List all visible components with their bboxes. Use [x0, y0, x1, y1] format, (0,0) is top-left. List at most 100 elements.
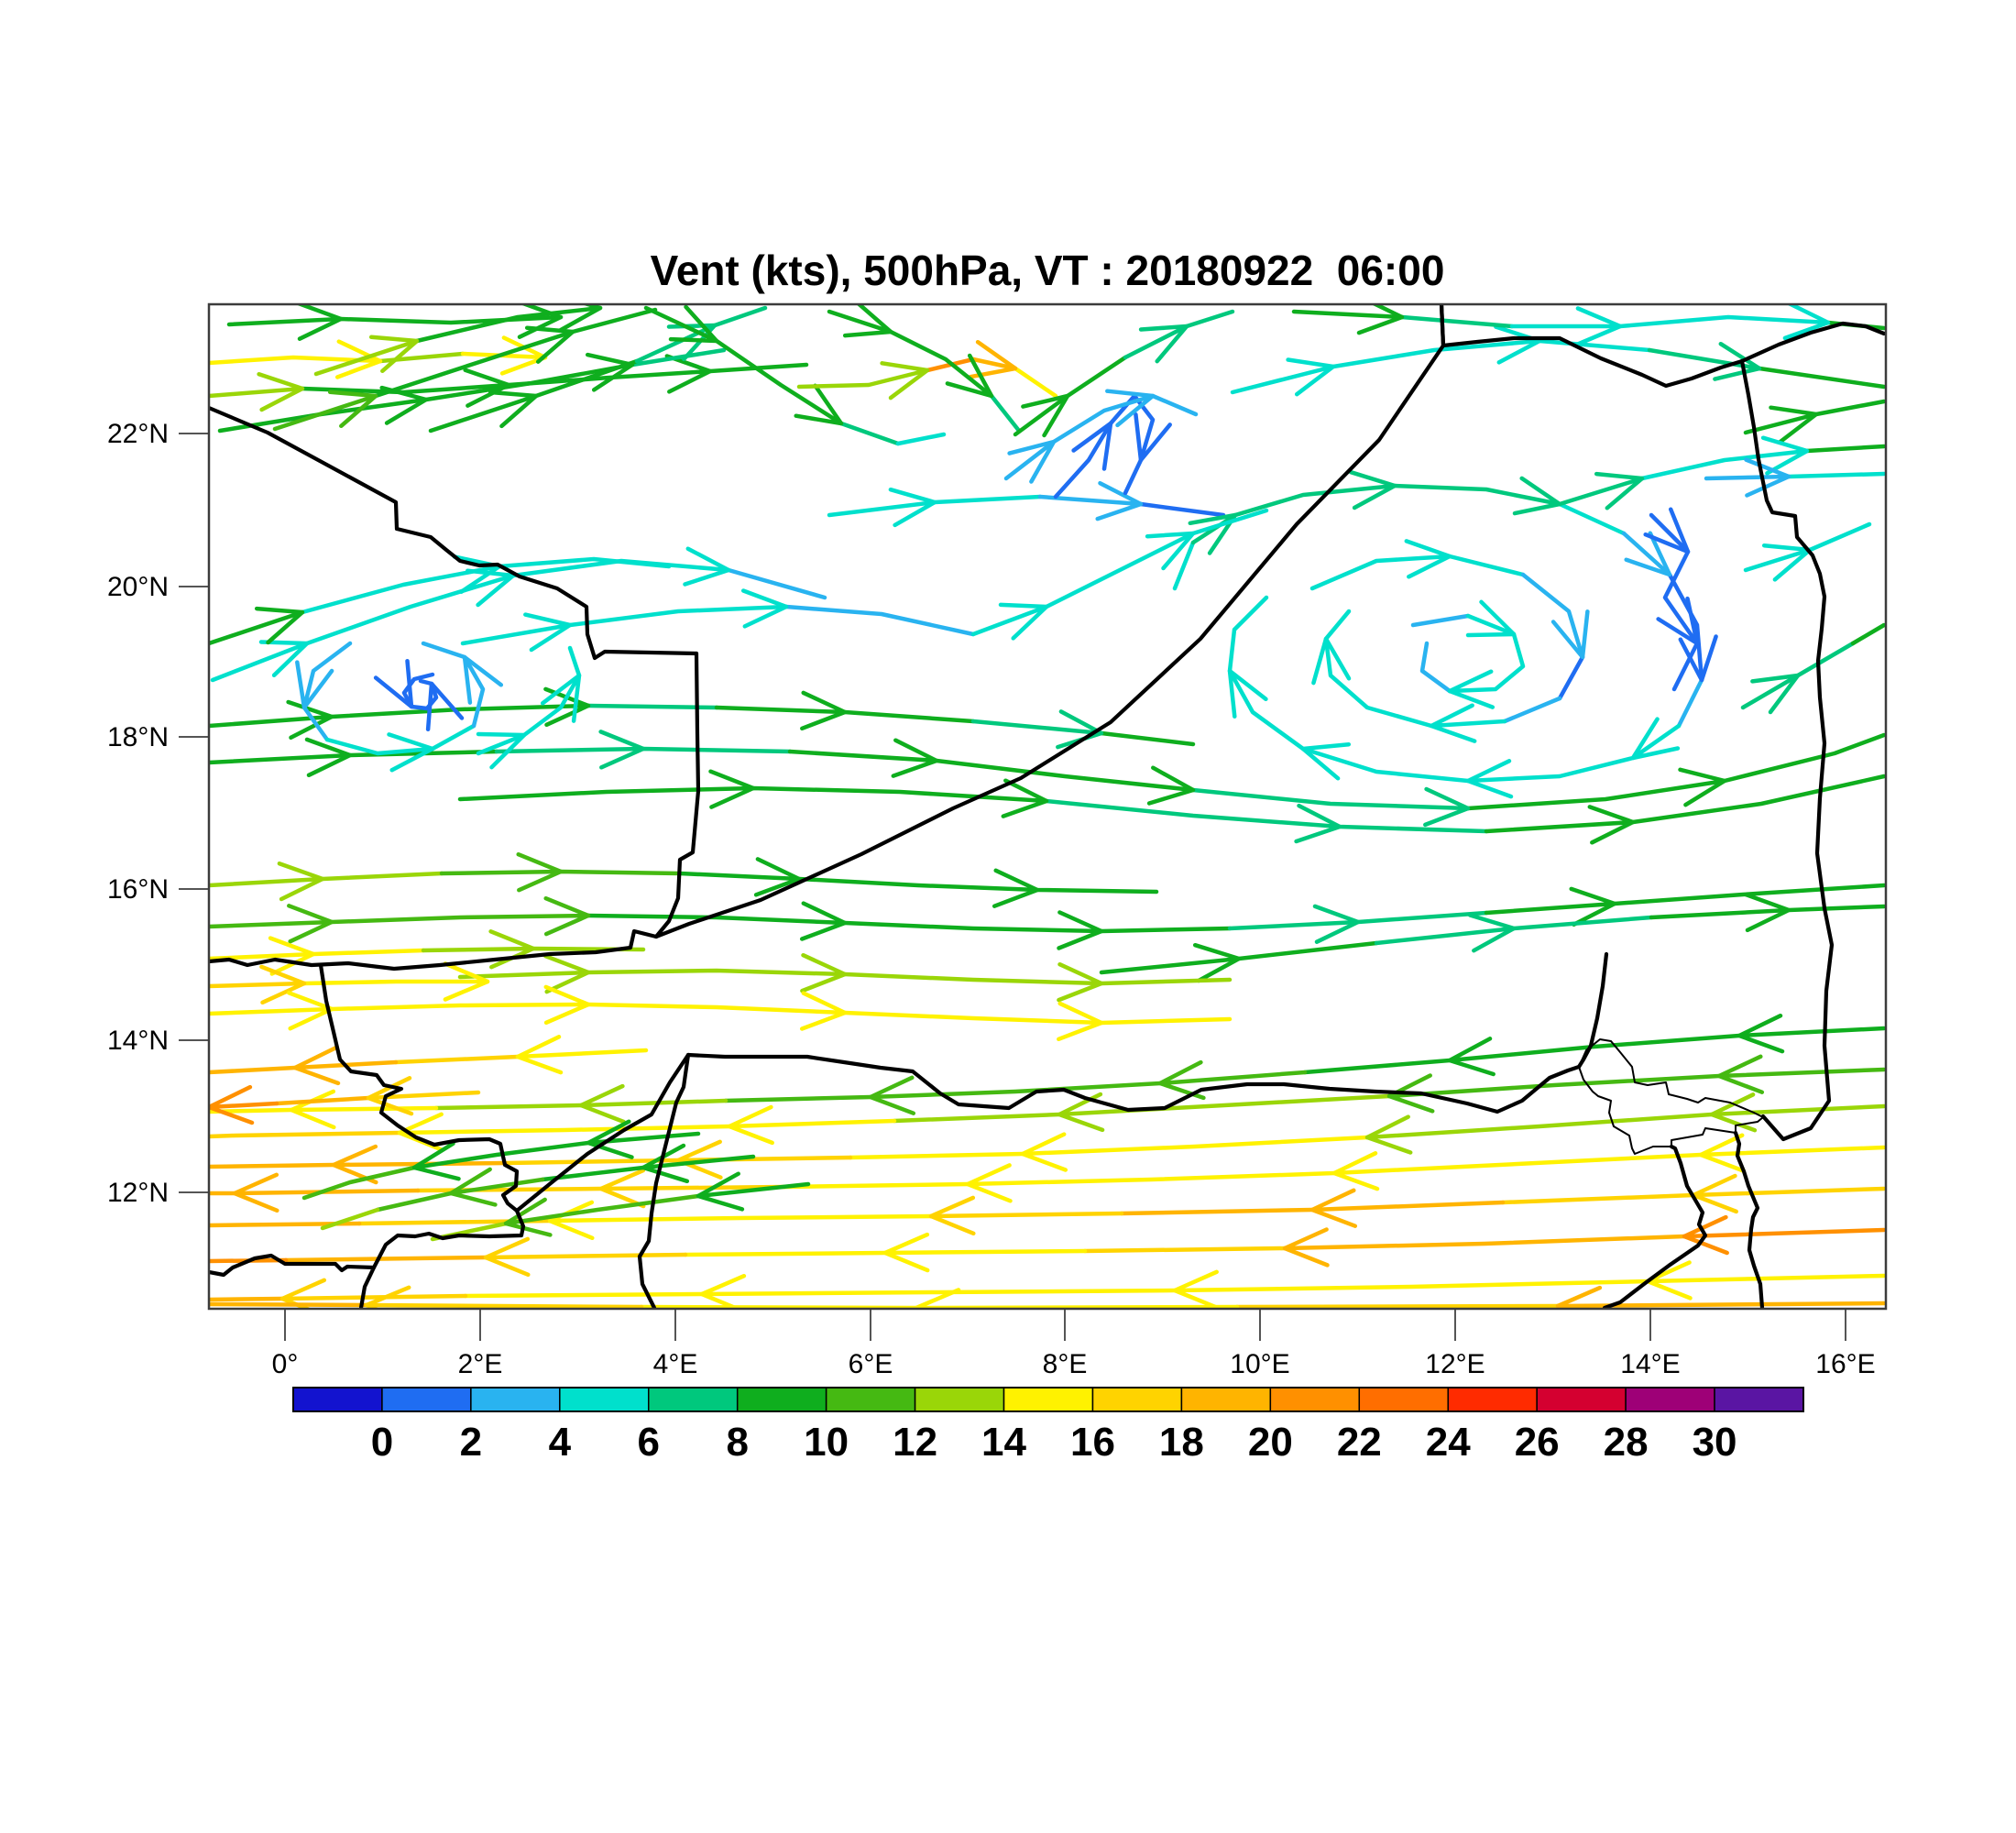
streamline-arrowhead — [880, 361, 930, 401]
wind-streamline — [1291, 304, 1886, 346]
country-border — [318, 962, 437, 1147]
wind-streamline — [209, 1035, 649, 1086]
streamline-arrowhead — [483, 1236, 531, 1278]
streamline-arrowhead — [1743, 892, 1791, 933]
streamline-arrowhead — [558, 304, 603, 333]
lon-tick-label: 6°E — [849, 1349, 893, 1379]
streamline-arrowhead — [1494, 324, 1542, 365]
streamline-arrowhead — [1192, 942, 1242, 983]
lon-tick-label: 12°E — [1425, 1349, 1485, 1379]
streamline-arrowhead — [1105, 389, 1156, 428]
streamline-arrowhead — [888, 487, 937, 528]
wind-streamline — [313, 304, 603, 377]
colorbar-tick-label: 8 — [726, 1420, 748, 1465]
colorbar-tick-label: 14 — [981, 1420, 1026, 1465]
streamline-arrowhead — [331, 1144, 378, 1185]
country-border — [1576, 951, 1609, 1070]
wind-streamline — [1309, 539, 1590, 743]
map-frame — [207, 302, 1888, 1311]
streamline-arrowhead — [1716, 1054, 1765, 1094]
streamline-arrowhead — [287, 991, 334, 1031]
country-border — [209, 928, 659, 971]
wind-streamline — [1740, 622, 1886, 715]
streamline-arrowhead — [503, 1197, 553, 1237]
streamline-arrowhead — [868, 1075, 916, 1115]
streamline-arrowhead — [800, 690, 848, 731]
streamline-arrowhead — [683, 546, 731, 587]
wind-streamline — [209, 961, 490, 1005]
colorbar-cell — [1180, 1387, 1272, 1412]
wind-streamline — [209, 354, 809, 412]
wind-streamline — [1743, 399, 1886, 445]
streamline-arrowhead — [965, 1163, 1013, 1203]
streamline-arrowhead — [882, 1232, 930, 1273]
streamline-arrowhead — [259, 964, 307, 1005]
wind-streamline — [460, 588, 976, 653]
streamline-arrowhead — [696, 1171, 745, 1212]
colorbar-cell — [1091, 1387, 1183, 1412]
streamline-arrowhead — [1057, 961, 1104, 1003]
wind-streamline — [457, 952, 1233, 1003]
streamline-arrowhead — [1465, 759, 1514, 799]
colorbar-tick-label: 10 — [804, 1420, 849, 1465]
streamline-arrowhead — [1095, 480, 1144, 521]
streamline-arrowhead — [379, 385, 429, 425]
colorbar-cell — [1714, 1387, 1804, 1412]
colorbar-cell — [1625, 1387, 1715, 1412]
wind-streamline — [320, 1143, 756, 1231]
streamline-arrowhead — [928, 1195, 976, 1236]
streamline-arrowhead — [1630, 717, 1681, 761]
streamline-arrowhead — [794, 383, 844, 426]
country-border — [209, 1253, 377, 1309]
lon-tick-label: 2°E — [458, 1349, 503, 1379]
colorbar-cell — [736, 1387, 827, 1412]
country-border — [637, 1052, 691, 1309]
streamline-arrowhead — [1007, 439, 1057, 484]
colorbar-cell — [381, 1387, 472, 1412]
wind-streamline — [209, 686, 1196, 750]
streamline-arrowhead — [1760, 435, 1810, 476]
streamline-arrowhead — [1737, 1013, 1785, 1054]
colorbar-cell — [1536, 1387, 1627, 1412]
wind-streamline — [457, 769, 1886, 845]
colorbar-tick-label: 28 — [1604, 1420, 1649, 1465]
streamline-arrowhead — [547, 1200, 595, 1241]
streamline-arrowhead — [476, 731, 527, 770]
colorbar-tick-label: 20 — [1248, 1420, 1293, 1465]
streamline-arrowhead — [516, 851, 564, 893]
country-border — [1733, 1130, 1765, 1309]
streamline-arrowhead — [800, 952, 848, 993]
streamline-arrowhead — [1678, 767, 1727, 807]
streamline-arrowhead — [1172, 1269, 1220, 1309]
streamline-arrowhead — [296, 304, 344, 341]
lat-tick-label: 14°N — [107, 1026, 169, 1056]
streamline-arrowhead — [1056, 709, 1104, 750]
streamline-arrowhead — [1145, 531, 1196, 571]
streamline-arrowhead — [1555, 1285, 1603, 1309]
streamline-arrowhead — [1643, 507, 1691, 554]
wind-streamline — [1013, 309, 1235, 438]
colorbar-cell — [914, 1387, 1005, 1412]
streamline-arrowhead — [1312, 904, 1361, 944]
streamline-arrowhead — [466, 568, 516, 608]
streamline-arrowhead — [543, 984, 591, 1026]
wind-streamline — [827, 304, 1022, 434]
streamline-arrowhead — [295, 660, 334, 710]
streamline-arrowhead — [258, 640, 310, 678]
colorbar-tick-label: 16 — [1070, 1420, 1115, 1465]
streamline-arrowhead — [1021, 393, 1070, 438]
chart-title: Vent (kts), 500hPa, VT : 20180922 06:00 — [650, 247, 1445, 294]
streamline-arrowhead — [799, 901, 848, 941]
streamline-arrowhead — [1769, 405, 1819, 445]
streamline-arrowhead — [334, 339, 383, 379]
streamline-arrowhead — [289, 1089, 336, 1130]
streamline-arrowhead — [1188, 512, 1238, 555]
lat-tick-label: 22°N — [107, 419, 169, 449]
wind-streamline — [970, 508, 1269, 641]
streamline-arrowhead — [448, 1167, 498, 1207]
lon-tick-label: 4°E — [653, 1349, 698, 1379]
streamline-arrowhead — [1678, 634, 1718, 683]
country-border — [371, 1136, 526, 1270]
colorbar-cell — [825, 1387, 916, 1412]
streamline-arrowhead — [1227, 668, 1268, 719]
